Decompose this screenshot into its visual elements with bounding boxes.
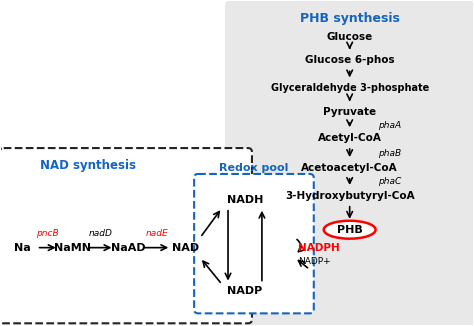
Text: NADPH: NADPH [298, 243, 339, 253]
FancyBboxPatch shape [225, 1, 474, 326]
Text: Glyceraldehyde 3-phosphate: Glyceraldehyde 3-phosphate [271, 83, 429, 93]
Text: Acetoacetyl-CoA: Acetoacetyl-CoA [301, 163, 398, 173]
Text: pncB: pncB [36, 229, 59, 238]
Text: NaAD: NaAD [111, 243, 146, 253]
Text: NADH: NADH [227, 195, 263, 205]
Text: NAD: NAD [172, 243, 199, 253]
Text: NADP+: NADP+ [298, 257, 330, 266]
Text: nadE: nadE [146, 229, 168, 238]
Text: Pyruvate: Pyruvate [323, 107, 376, 117]
Text: NaMN: NaMN [54, 243, 91, 253]
Text: phaC: phaC [378, 177, 401, 186]
Text: nadD: nadD [89, 229, 112, 238]
Text: Acetyl-CoA: Acetyl-CoA [318, 133, 382, 143]
FancyBboxPatch shape [0, 148, 252, 323]
Text: NAD synthesis: NAD synthesis [40, 159, 137, 172]
Text: PHB: PHB [337, 225, 363, 235]
Text: Glucose: Glucose [327, 32, 373, 41]
Text: phaA: phaA [378, 121, 401, 130]
Text: NADP: NADP [228, 287, 263, 296]
Text: 3-Hydroxybutyryl-CoA: 3-Hydroxybutyryl-CoA [285, 191, 414, 201]
Text: phaB: phaB [378, 149, 401, 157]
Text: PHB synthesis: PHB synthesis [300, 12, 400, 25]
Ellipse shape [324, 221, 375, 239]
Text: Na: Na [14, 243, 31, 253]
Text: Glucose 6-phos: Glucose 6-phos [305, 55, 394, 66]
FancyBboxPatch shape [194, 174, 314, 313]
Text: Redox pool: Redox pool [219, 163, 289, 173]
